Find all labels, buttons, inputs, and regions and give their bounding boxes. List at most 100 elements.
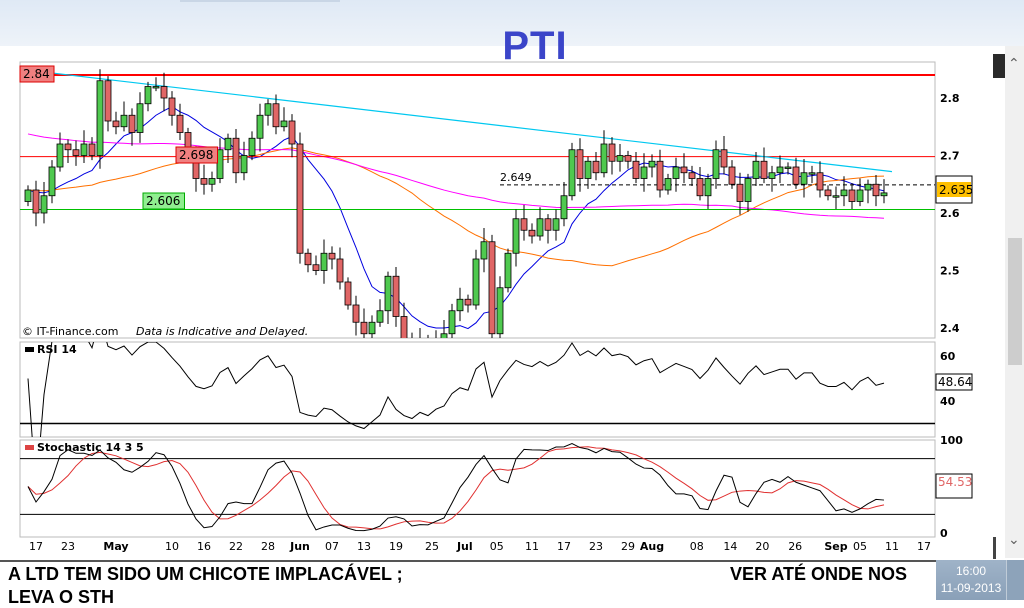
candle-body: [712, 149, 720, 179]
candle-body: [856, 189, 864, 202]
candle-body: [840, 189, 848, 197]
candle-body: [624, 155, 632, 162]
candle: [248, 131, 256, 161]
candle-body: [784, 166, 792, 169]
candle-body: [760, 160, 768, 179]
candle: [552, 209, 560, 241]
candle: [160, 72, 168, 112]
candle-body: [472, 258, 480, 306]
candle: [96, 69, 104, 169]
candle: [560, 181, 568, 227]
candle-body: [328, 252, 336, 260]
x-tick-label: 28: [261, 540, 275, 553]
scroll-up-icon[interactable]: ⌃: [1008, 56, 1020, 72]
candle-body: [152, 86, 160, 89]
candle: [464, 294, 472, 313]
x-tick-label: 07: [325, 540, 339, 553]
candle: [328, 246, 336, 270]
show-desktop-button[interactable]: [1006, 560, 1024, 600]
candle-body: [584, 160, 592, 179]
candle-body: [560, 195, 568, 220]
candle-body: [792, 166, 800, 185]
candle: [104, 76, 112, 132]
candle: [168, 91, 176, 126]
candle-body: [40, 195, 48, 214]
candle-body: [448, 310, 456, 335]
candle-body: [552, 218, 560, 231]
candle: [72, 140, 80, 166]
candle: [872, 175, 880, 207]
candle-body: [360, 321, 368, 335]
candle-body: [864, 183, 872, 191]
candle-body: [304, 252, 312, 266]
scroll-down-icon[interactable]: ⌄: [1008, 532, 1020, 548]
candle: [360, 308, 368, 338]
candle: [584, 156, 592, 189]
candle-body: [656, 160, 664, 191]
x-tick-label: 17: [917, 540, 931, 553]
candle-body: [392, 275, 400, 317]
candle: [144, 81, 152, 112]
candle-body: [600, 143, 608, 174]
candle: [256, 103, 264, 152]
x-tick-label: May: [103, 540, 128, 553]
level-label-box: [19, 65, 55, 83]
candle-body: [816, 172, 824, 191]
stochastic-tick-label: 0: [940, 527, 948, 540]
candle: [448, 303, 456, 338]
candle: [176, 103, 184, 140]
level-label: 2.698: [179, 148, 213, 162]
candle-body: [672, 166, 680, 179]
candle: [720, 135, 728, 175]
vertical-scrollbar[interactable]: ⌃ ⌄: [1005, 46, 1024, 558]
rsi-line: [27, 342, 885, 437]
candle: [48, 160, 56, 204]
x-tick-label: 08: [690, 540, 704, 553]
candle-body: [744, 178, 752, 202]
candle: [488, 234, 496, 338]
candle: [120, 101, 128, 132]
candle-body: [168, 97, 176, 116]
x-tick-label: 11: [885, 540, 899, 553]
scroll-thumb[interactable]: [1008, 238, 1022, 365]
stochastic-d-line: [27, 446, 885, 530]
candle-body: [720, 149, 728, 168]
candle-body: [824, 189, 832, 197]
candle-body: [288, 120, 296, 145]
candle-body: [48, 166, 56, 197]
candle: [864, 179, 872, 204]
candle-body: [608, 143, 616, 162]
candle: [80, 130, 88, 163]
candle: [680, 153, 688, 184]
candle-body: [296, 143, 304, 254]
watermark: © IT-Finance.com: [22, 325, 119, 338]
candle-body: [352, 304, 360, 323]
candle-body: [72, 149, 80, 156]
candle: [704, 173, 712, 209]
candle-body: [496, 287, 504, 335]
candle: [240, 141, 248, 181]
candle: [400, 302, 408, 338]
comment-right: VER ATÉ ONDE NOS: [730, 564, 908, 584]
candle: [88, 137, 96, 161]
candle-body: [160, 86, 168, 99]
comment-area[interactable]: A LTD TEM SIDO UM CHICOTE IMPLACÁVEL ; V…: [0, 560, 936, 607]
stochastic-value-box: [935, 473, 973, 499]
candle: [56, 132, 64, 172]
candle: [624, 150, 632, 169]
candle-body: [872, 183, 880, 197]
candle-body: [248, 137, 256, 156]
candle: [848, 183, 856, 209]
candle: [776, 155, 784, 184]
candle: [832, 186, 840, 209]
candle-body: [224, 137, 232, 151]
candle: [296, 132, 304, 264]
splitter-handle[interactable]: [993, 537, 996, 559]
candle-body: [704, 178, 712, 197]
candle: [376, 299, 384, 327]
rsi-value: 48.64: [938, 375, 972, 389]
candle-body: [648, 160, 656, 168]
taskbar-clock[interactable]: 16:00 11-09-2013: [936, 560, 1006, 600]
candle-body: [848, 189, 856, 202]
candle: [576, 138, 584, 192]
